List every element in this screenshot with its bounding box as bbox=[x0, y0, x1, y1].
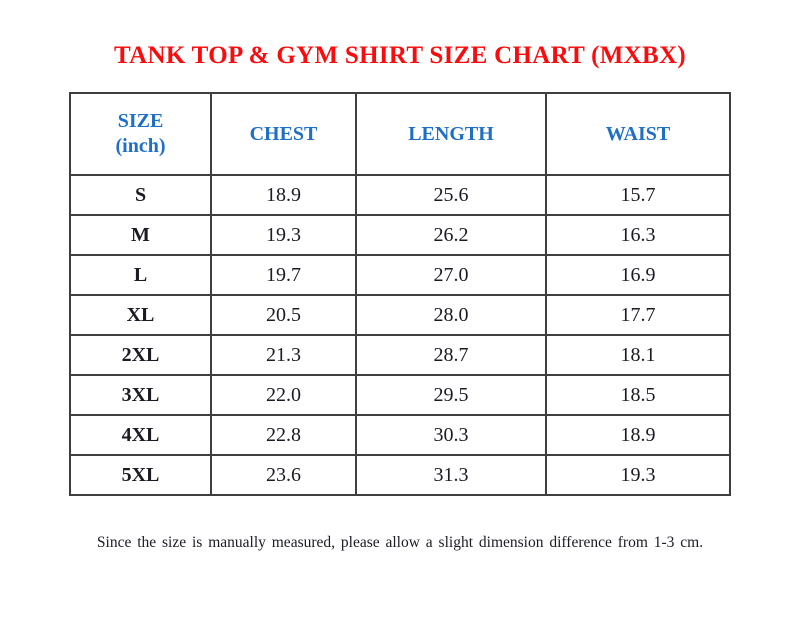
size-label: XL bbox=[69, 294, 212, 336]
header-row: SIZE (inch) CHEST LENGTH WAIST bbox=[69, 92, 731, 176]
table-row: M 19.3 26.2 16.3 bbox=[69, 214, 731, 256]
size-label: 3XL bbox=[69, 374, 212, 416]
col-header-size: SIZE (inch) bbox=[69, 92, 212, 176]
table-row: S 18.9 25.6 15.7 bbox=[69, 174, 731, 216]
table-row: 5XL 23.6 31.3 19.3 bbox=[69, 454, 731, 496]
table-row: 4XL 22.8 30.3 18.9 bbox=[69, 414, 731, 456]
waist-value: 19.3 bbox=[545, 454, 731, 496]
size-label: 5XL bbox=[69, 454, 212, 496]
size-label: 4XL bbox=[69, 414, 212, 456]
size-label: M bbox=[69, 214, 212, 256]
chest-value: 18.9 bbox=[210, 174, 357, 216]
waist-value: 17.7 bbox=[545, 294, 731, 336]
length-value: 28.7 bbox=[355, 334, 547, 376]
length-value: 27.0 bbox=[355, 254, 547, 296]
length-value: 31.3 bbox=[355, 454, 547, 496]
length-value: 25.6 bbox=[355, 174, 547, 216]
chest-value: 23.6 bbox=[210, 454, 357, 496]
size-label: L bbox=[69, 254, 212, 296]
chest-value: 22.8 bbox=[210, 414, 357, 456]
table-row: XL 20.5 28.0 17.7 bbox=[69, 294, 731, 336]
chest-value: 22.0 bbox=[210, 374, 357, 416]
waist-value: 16.9 bbox=[545, 254, 731, 296]
waist-value: 18.9 bbox=[545, 414, 731, 456]
chest-value: 19.3 bbox=[210, 214, 357, 256]
size-label: S bbox=[69, 174, 212, 216]
chest-value: 20.5 bbox=[210, 294, 357, 336]
length-value: 28.0 bbox=[355, 294, 547, 336]
length-value: 30.3 bbox=[355, 414, 547, 456]
page-title: TANK TOP & GYM SHIRT SIZE CHART (MXBX) bbox=[114, 42, 686, 69]
waist-value: 15.7 bbox=[545, 174, 731, 216]
col-header-length: LENGTH bbox=[355, 92, 547, 176]
size-label: 2XL bbox=[69, 334, 212, 376]
col-header-chest: CHEST bbox=[210, 92, 357, 176]
chest-value: 21.3 bbox=[210, 334, 357, 376]
length-value: 26.2 bbox=[355, 214, 547, 256]
footer-note: Since the size is manually measured, ple… bbox=[96, 534, 704, 551]
length-value: 29.5 bbox=[355, 374, 547, 416]
waist-value: 18.5 bbox=[545, 374, 731, 416]
table-row: 3XL 22.0 29.5 18.5 bbox=[69, 374, 731, 416]
waist-value: 16.3 bbox=[545, 214, 731, 256]
table-row: L 19.7 27.0 16.9 bbox=[69, 254, 731, 296]
size-chart-table: SIZE (inch) CHEST LENGTH WAIST S 18.9 25… bbox=[69, 92, 731, 496]
table-row: 2XL 21.3 28.7 18.1 bbox=[69, 334, 731, 376]
col-header-waist: WAIST bbox=[545, 92, 731, 176]
waist-value: 18.1 bbox=[545, 334, 731, 376]
chest-value: 19.7 bbox=[210, 254, 357, 296]
